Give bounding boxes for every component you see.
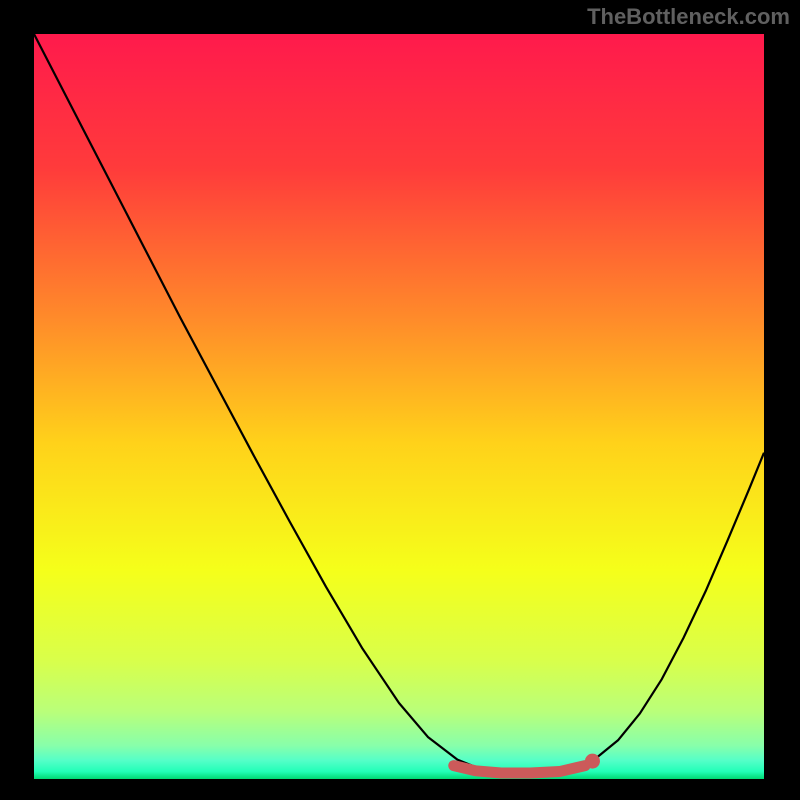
plot-svg bbox=[34, 34, 764, 779]
attribution-text: TheBottleneck.com bbox=[587, 4, 790, 30]
optimal-range-end-dot bbox=[585, 754, 600, 769]
chart-frame: TheBottleneck.com bbox=[0, 0, 800, 800]
plot-area bbox=[34, 34, 764, 779]
gradient-background bbox=[34, 34, 764, 779]
